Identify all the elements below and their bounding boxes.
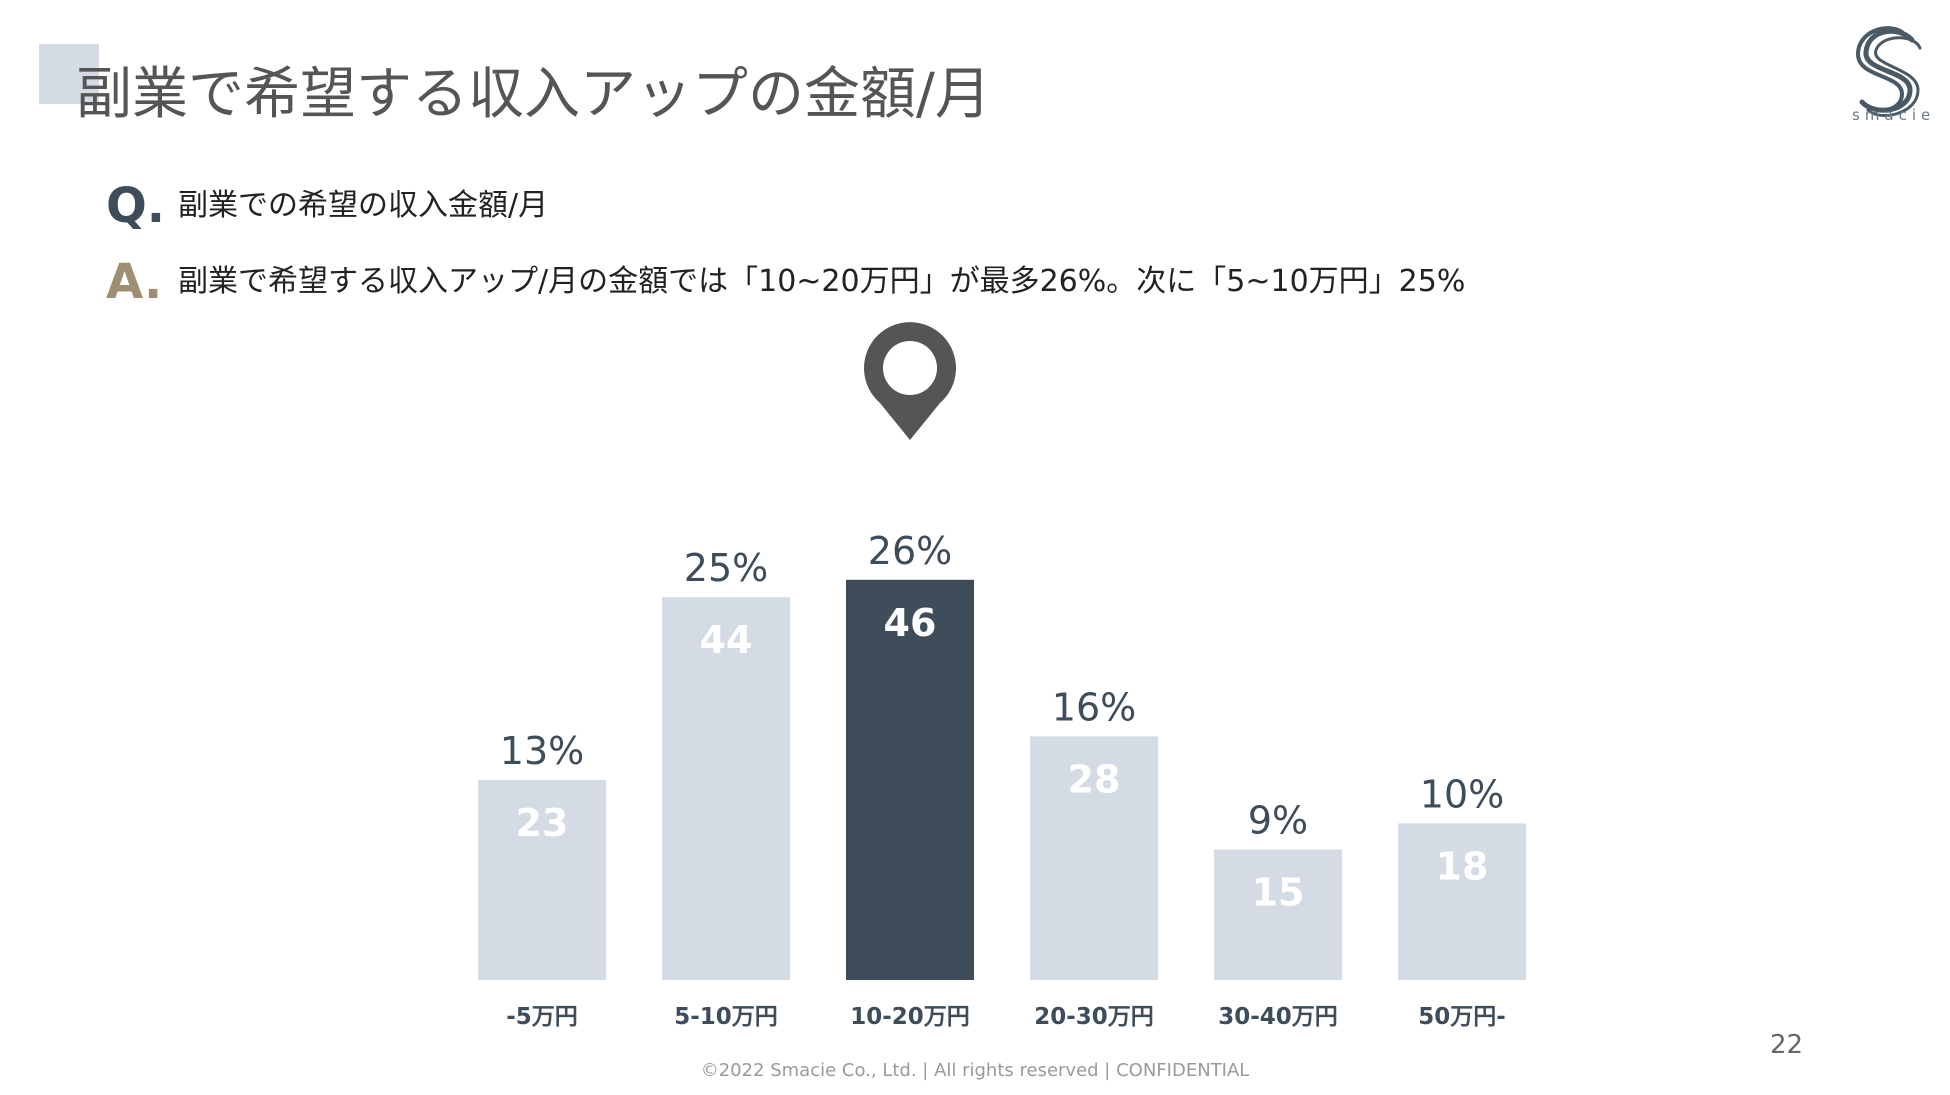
bar-6 (1398, 823, 1526, 980)
bar-value-label-4: 28 (1068, 757, 1121, 801)
question-text: 副業での希望の収入金額/月 (178, 188, 549, 223)
category-label-4: 20-30万円 (1034, 1004, 1154, 1030)
bar-5 (1214, 849, 1342, 980)
bar-2 (662, 597, 790, 980)
bar-percent-label-6: 10% (1420, 772, 1504, 816)
bar-value-label-6: 18 (1436, 844, 1489, 888)
category-label-6: 50万円- (1418, 1004, 1506, 1030)
answer-letter: A. (106, 254, 163, 310)
bar-value-label-5: 15 (1252, 871, 1305, 915)
bar-percent-label-5: 9% (1248, 799, 1308, 843)
bar-value-label-3: 46 (884, 601, 937, 645)
highlight-marker (864, 322, 956, 440)
question-letter: Q. (106, 178, 166, 234)
map-pin-hole (883, 341, 937, 395)
answer-row: A. 副業で希望する収入アップ/月の金額では「10~20万円」が最多26%。次に… (106, 252, 1465, 312)
bar-4 (1030, 736, 1158, 980)
bar-value-label-1: 23 (516, 801, 569, 845)
bar-value-label-2: 44 (700, 618, 753, 662)
bar-percent-label-1: 13% (500, 729, 584, 773)
question-row: Q. 副業での希望の収入金額/月 (106, 176, 548, 236)
copyright-text: ©2022 Smacie Co., Ltd. | All rights rese… (700, 1060, 1250, 1081)
category-label-3: 10-20万円 (850, 1004, 970, 1030)
category-label-2: 5-10万円 (674, 1004, 778, 1030)
title-accent-square (39, 44, 99, 104)
bar-percent-label-4: 16% (1052, 685, 1136, 729)
category-label-1: -5万円 (506, 1004, 578, 1030)
bar-1 (478, 779, 606, 980)
page-number: 22 (1770, 1030, 1804, 1060)
bar-percent-label-3: 26% (868, 529, 952, 573)
logo-text: smacie (1852, 106, 1936, 124)
bar-percent-label-2: 25% (684, 546, 768, 590)
bar-3 (846, 579, 974, 980)
page-title: 副業で希望する収入アップの金額/月 (76, 62, 991, 127)
smacie-logo-icon (1855, 26, 1922, 117)
answer-text: 副業で希望する収入アップ/月の金額では「10~20万円」が最多26%。次に「5~… (178, 264, 1466, 299)
bars-layer: 23 13% -5万円 44 25% 5-10万円 46 26% 10-20万円 28 16% 20-… (478, 529, 1526, 1030)
category-label-5: 30-40万円 (1218, 1004, 1338, 1030)
